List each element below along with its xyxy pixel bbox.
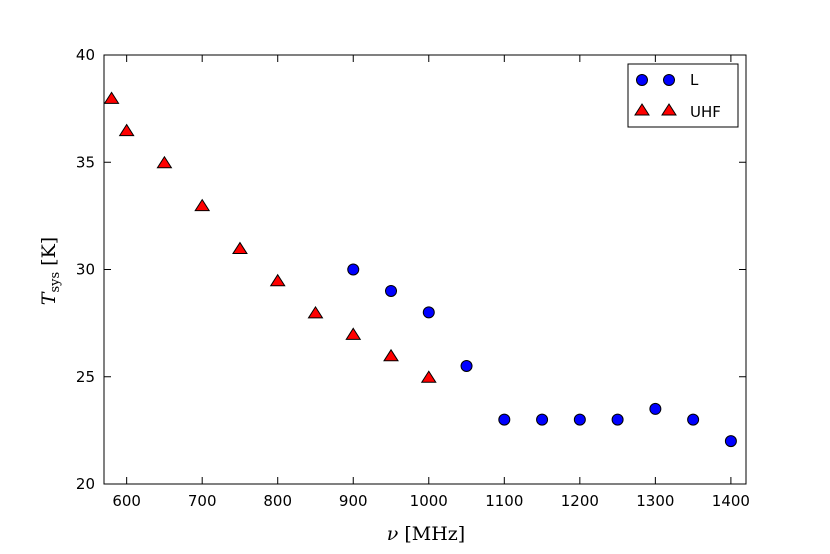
- x-tick-label-1: 700: [188, 492, 217, 510]
- y-tick-label-3: 35: [76, 153, 95, 171]
- point-l-8: [649, 402, 662, 415]
- y-tick-label-0: 20: [76, 475, 95, 493]
- point-uhf-0: [103, 91, 120, 104]
- point-uhf-3: [194, 198, 211, 212]
- point-uhf-1: [118, 123, 135, 137]
- point-l-2: [422, 306, 435, 319]
- y-tick-label-4: 40: [76, 46, 95, 64]
- point-l-5: [536, 413, 549, 426]
- point-l-4: [498, 413, 511, 426]
- y-axis-subscript: sys: [48, 272, 63, 293]
- axis-ticks: 600 700 800 900 1000 1100 1200 1300 1400 20 25 30 35…: [76, 46, 750, 510]
- y-tick-label-1: 25: [76, 368, 95, 386]
- y-axis-unit: [K]: [38, 237, 60, 266]
- legend-box: [627, 63, 739, 128]
- legend-marker-l-1: [636, 74, 648, 86]
- point-l-3: [460, 360, 473, 373]
- legend: L UHF: [627, 63, 739, 128]
- point-uhf-6: [307, 305, 324, 319]
- legend-marker-uhf-1: [634, 103, 650, 116]
- point-uhf-7: [345, 327, 362, 340]
- point-l-7: [611, 413, 624, 426]
- x-tick-label-5: 1100: [485, 492, 523, 510]
- x-axis-label: ν [MHz]: [387, 523, 465, 545]
- plot-area: [103, 54, 747, 485]
- x-tick-label-4: 1000: [410, 492, 448, 510]
- x-axis-unit: [MHz]: [404, 523, 465, 545]
- x-tick-label-6: 1200: [561, 492, 599, 510]
- point-uhf-4: [232, 241, 248, 255]
- legend-label-l: L: [690, 71, 699, 89]
- legend-marker-l-2: [663, 74, 675, 86]
- legend-label-uhf: UHF: [690, 103, 721, 121]
- point-l-9: [687, 413, 700, 426]
- x-tick-label-7: 1300: [636, 492, 674, 510]
- y-axis-label: Tsys [K]: [38, 237, 63, 305]
- x-axis-symbol: ν: [387, 523, 399, 545]
- y-axis-symbol: T: [38, 291, 60, 305]
- point-l-1: [385, 284, 398, 297]
- point-l-6: [573, 413, 586, 426]
- x-tick-label-0: 600: [112, 492, 141, 510]
- point-l-0: [347, 263, 360, 276]
- y-tick-label-2: 30: [76, 261, 95, 279]
- legend-marker-uhf-2: [661, 103, 677, 116]
- x-tick-label-8: 1400: [712, 492, 750, 510]
- x-tick-label-3: 900: [339, 492, 368, 510]
- point-uhf-2: [156, 155, 173, 169]
- x-tick-label-2: 800: [263, 492, 292, 510]
- legend-entry-uhf: UHF: [634, 103, 721, 121]
- point-uhf-5: [269, 273, 286, 287]
- point-l-10: [724, 435, 737, 448]
- legend-entry-l: L: [636, 71, 699, 89]
- point-uhf-8: [383, 348, 399, 362]
- point-uhf-9: [420, 370, 437, 383]
